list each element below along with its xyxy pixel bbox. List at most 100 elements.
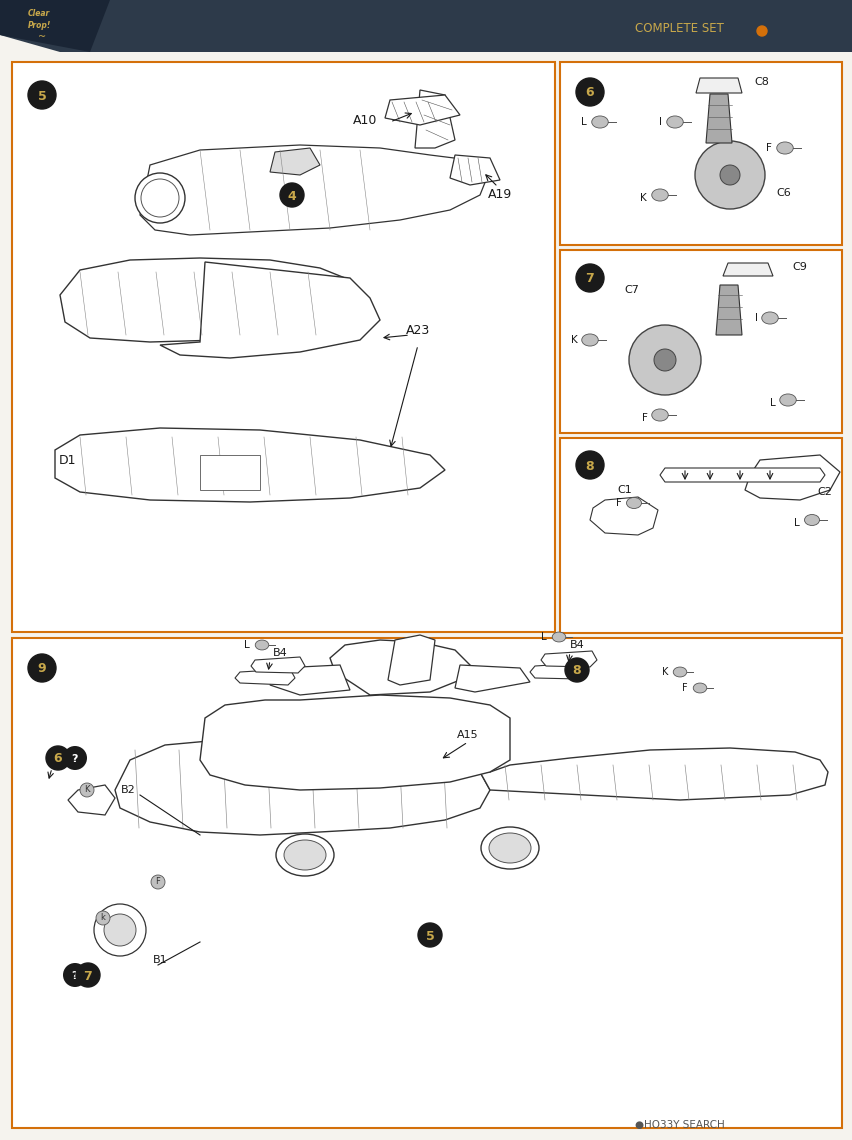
FancyBboxPatch shape xyxy=(560,250,841,433)
Text: F: F xyxy=(155,878,160,887)
Text: C1: C1 xyxy=(617,484,631,495)
Polygon shape xyxy=(270,148,320,176)
Ellipse shape xyxy=(651,409,667,421)
Text: K: K xyxy=(571,335,578,345)
Text: F: F xyxy=(682,683,688,693)
Text: 6: 6 xyxy=(585,87,594,99)
Text: A19: A19 xyxy=(487,188,511,202)
Polygon shape xyxy=(160,262,379,358)
Polygon shape xyxy=(590,497,657,535)
Ellipse shape xyxy=(693,683,706,693)
FancyBboxPatch shape xyxy=(12,62,555,632)
Polygon shape xyxy=(450,155,499,185)
Polygon shape xyxy=(0,0,110,52)
Ellipse shape xyxy=(776,142,792,154)
Text: C8: C8 xyxy=(754,78,769,87)
Text: L: L xyxy=(793,518,799,528)
Text: L: L xyxy=(541,632,546,642)
Polygon shape xyxy=(234,669,295,685)
Text: D1: D1 xyxy=(59,454,77,466)
Text: K: K xyxy=(661,667,667,677)
Ellipse shape xyxy=(255,640,268,650)
Text: 4: 4 xyxy=(287,189,296,203)
Circle shape xyxy=(279,184,303,207)
Text: B2: B2 xyxy=(120,785,135,795)
Text: B1: B1 xyxy=(153,955,167,964)
Text: ?: ? xyxy=(72,754,78,764)
Polygon shape xyxy=(540,651,596,667)
Ellipse shape xyxy=(551,632,565,642)
Text: F: F xyxy=(765,142,771,153)
FancyBboxPatch shape xyxy=(12,638,841,1127)
Ellipse shape xyxy=(666,116,682,128)
Text: F: F xyxy=(642,413,648,423)
Text: K: K xyxy=(640,193,646,203)
Circle shape xyxy=(76,963,100,987)
Polygon shape xyxy=(695,78,741,93)
Text: L: L xyxy=(769,398,775,408)
Text: A23: A23 xyxy=(406,324,429,336)
Circle shape xyxy=(575,78,603,106)
Text: L: L xyxy=(580,117,586,127)
Text: ~: ~ xyxy=(38,32,46,42)
Polygon shape xyxy=(60,258,360,342)
Text: ●HO33Y SEARCH: ●HO33Y SEARCH xyxy=(635,1119,724,1130)
Circle shape xyxy=(575,451,603,479)
Ellipse shape xyxy=(653,349,675,370)
Polygon shape xyxy=(250,657,305,673)
Text: 8: 8 xyxy=(585,459,594,472)
Ellipse shape xyxy=(80,783,94,797)
Polygon shape xyxy=(388,635,435,685)
Circle shape xyxy=(564,658,589,682)
Circle shape xyxy=(63,963,87,987)
Circle shape xyxy=(756,26,766,36)
Ellipse shape xyxy=(481,826,538,869)
Text: 7: 7 xyxy=(83,969,92,983)
Text: k: k xyxy=(101,913,106,922)
Text: ?: ? xyxy=(72,971,78,982)
Text: L: L xyxy=(244,640,250,650)
Polygon shape xyxy=(68,785,115,815)
Ellipse shape xyxy=(151,876,164,889)
Text: I: I xyxy=(754,314,757,323)
Text: 5: 5 xyxy=(425,929,434,943)
Ellipse shape xyxy=(628,325,700,394)
Polygon shape xyxy=(705,93,731,142)
Ellipse shape xyxy=(625,497,641,508)
Ellipse shape xyxy=(96,911,110,925)
Text: COMPLETE SET: COMPLETE SET xyxy=(634,22,723,35)
Text: K: K xyxy=(84,785,89,795)
Circle shape xyxy=(575,264,603,292)
FancyBboxPatch shape xyxy=(560,438,841,633)
Text: 5: 5 xyxy=(37,90,46,103)
Text: Clear: Clear xyxy=(28,9,50,18)
Polygon shape xyxy=(480,748,827,800)
Polygon shape xyxy=(659,469,824,482)
Ellipse shape xyxy=(779,394,795,406)
Ellipse shape xyxy=(761,312,777,324)
Circle shape xyxy=(63,746,87,770)
Text: B4: B4 xyxy=(273,648,287,658)
Text: C9: C9 xyxy=(792,262,807,272)
Text: B4: B4 xyxy=(569,640,584,650)
Polygon shape xyxy=(0,0,852,52)
Ellipse shape xyxy=(803,514,819,526)
Circle shape xyxy=(28,81,56,109)
Ellipse shape xyxy=(104,914,135,946)
Text: 6: 6 xyxy=(54,752,62,765)
Text: A15: A15 xyxy=(457,730,478,740)
Polygon shape xyxy=(529,663,586,679)
Text: I: I xyxy=(659,117,661,127)
FancyBboxPatch shape xyxy=(199,455,260,490)
Ellipse shape xyxy=(94,904,146,956)
Ellipse shape xyxy=(284,840,325,870)
Polygon shape xyxy=(330,640,469,695)
Text: 7: 7 xyxy=(585,272,594,285)
Ellipse shape xyxy=(581,334,597,347)
Polygon shape xyxy=(722,263,772,276)
Text: A10: A10 xyxy=(353,114,377,127)
Text: F: F xyxy=(615,498,621,508)
Ellipse shape xyxy=(135,173,185,223)
Polygon shape xyxy=(55,428,445,502)
FancyBboxPatch shape xyxy=(560,62,841,245)
